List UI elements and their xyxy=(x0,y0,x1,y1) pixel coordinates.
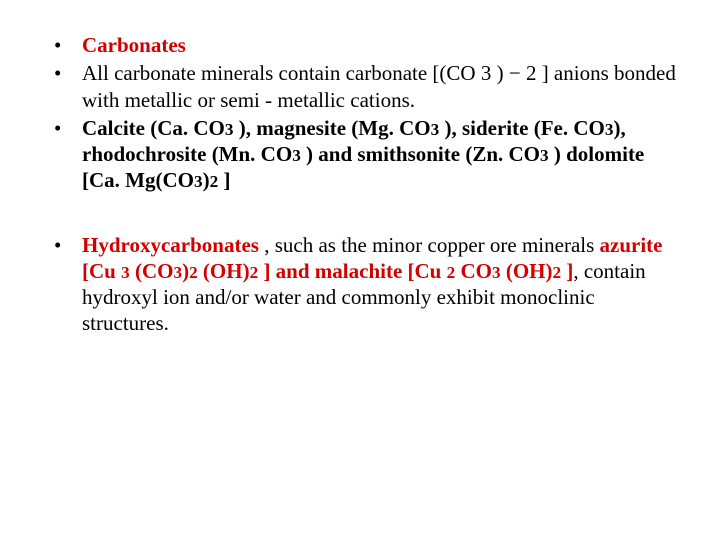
carbonates-heading: Carbonates xyxy=(82,33,186,57)
hydroxy-t2: , such as the minor copper ore minerals xyxy=(264,233,599,257)
bullet-item-carbonates: Carbonates xyxy=(44,32,680,58)
ex-t5: ) and smithsonite (Zn. CO xyxy=(301,142,540,166)
hydroxy-heading: Hydroxycarbonates xyxy=(82,233,264,257)
bullet-item-hydroxycarbonates: Hydroxycarbonates , such as the minor co… xyxy=(44,232,680,337)
hydroxy-s5: 2 xyxy=(447,263,456,282)
ex-s2: 3 xyxy=(431,120,440,139)
hydroxy-s7: 2 xyxy=(552,263,561,282)
hydroxy-t8: CO xyxy=(455,259,492,283)
hydroxy-t5: ) xyxy=(182,259,189,283)
definition-text-1: All carbonate minerals contain carbonate… xyxy=(82,61,509,85)
bullet-item-examples: Calcite (Ca. CO3 ), magnesite (Mg. CO3 )… xyxy=(44,115,680,194)
hydroxy-s2: 3 xyxy=(173,263,182,282)
ex-s1: 3 xyxy=(225,120,234,139)
ex-t3: ), siderite (Fe. CO xyxy=(439,116,605,140)
hydroxy-t9: (OH) xyxy=(501,259,553,283)
hydroxy-s6: 3 xyxy=(492,263,501,282)
hydroxy-t6: (OH) xyxy=(198,259,250,283)
hydroxy-s4: 2 xyxy=(250,263,259,282)
hydroxy-s1: 3 xyxy=(121,263,130,282)
ex-t2: ), magnesite (Mg. CO xyxy=(234,116,431,140)
ex-t8: ] xyxy=(218,168,230,192)
slide-content: Carbonates All carbonate minerals contai… xyxy=(0,0,720,371)
hydroxy-s3: 2 xyxy=(189,263,198,282)
ex-t7: ) xyxy=(203,168,210,192)
ex-s6: 3 xyxy=(194,172,203,191)
hydroxy-t7: ] and malachite [Cu xyxy=(258,259,446,283)
bullet-item-definition: All carbonate minerals contain carbonate… xyxy=(44,60,680,113)
ex-s4: 3 xyxy=(292,146,301,165)
minus-sign: − xyxy=(509,61,521,85)
ex-t1: Calcite (Ca. CO xyxy=(82,116,225,140)
ex-s7: 2 xyxy=(210,172,219,191)
bullet-list: Carbonates All carbonate minerals contai… xyxy=(44,32,680,337)
hydroxy-t10: ] xyxy=(561,259,573,283)
hydroxy-t4: (CO xyxy=(130,259,174,283)
ex-s5: 3 xyxy=(540,146,549,165)
